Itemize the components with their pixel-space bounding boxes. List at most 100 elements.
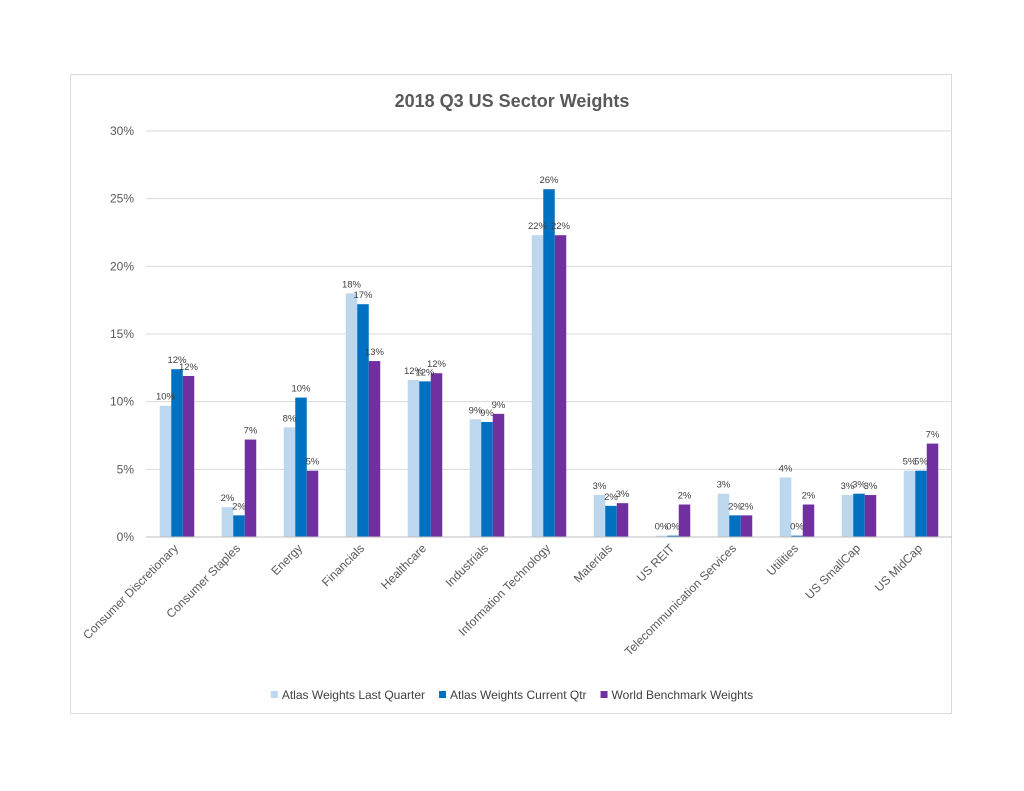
bar: [492, 413, 505, 537]
data-label: 3%: [717, 480, 731, 491]
x-category-label: Materials: [571, 541, 615, 585]
x-category-label: US SmallCap: [802, 541, 863, 602]
y-tick-label: 10%: [110, 395, 134, 409]
data-label: 5%: [914, 457, 928, 468]
bar: [616, 503, 629, 537]
bar: [221, 507, 234, 537]
bars: [159, 189, 939, 537]
data-label: 2%: [740, 501, 754, 512]
data-label: 12%: [415, 367, 435, 378]
x-category-label: US MidCap: [872, 541, 926, 595]
data-label: 26%: [539, 175, 559, 186]
data-label: 12%: [167, 355, 187, 366]
bar: [159, 405, 172, 537]
bar: [295, 397, 307, 537]
x-category-label: Healthcare: [378, 541, 429, 592]
y-tick-label: 15%: [110, 327, 134, 341]
x-category-label: Energy: [268, 541, 305, 578]
bar: [283, 427, 296, 537]
legend: Atlas Weights Last Quarter Atlas Weights …: [270, 688, 754, 702]
data-label: 17%: [353, 290, 373, 301]
data-label: 13%: [365, 347, 385, 358]
x-category-label: Telecommunication Services: [622, 541, 739, 658]
bar: [926, 443, 939, 537]
bar: [915, 470, 927, 537]
bar: [853, 493, 865, 537]
bar: [407, 380, 420, 537]
bar: [864, 495, 877, 537]
x-category-label: Consumer Discretionary: [80, 541, 181, 642]
data-label: 2%: [232, 501, 246, 512]
bar: [244, 439, 257, 537]
legend-swatch: [270, 691, 278, 698]
data-label: 22%: [528, 221, 548, 232]
bar: [357, 304, 369, 537]
bar: [171, 369, 183, 537]
bar: [655, 535, 668, 537]
y-tick-label: 0%: [117, 530, 135, 544]
data-label: 3%: [864, 481, 878, 492]
bar: [419, 381, 431, 537]
data-label: 5%: [306, 457, 320, 468]
bar: [678, 504, 691, 537]
bar: [481, 421, 493, 537]
data-label: 0%: [666, 522, 680, 533]
bar: [306, 470, 319, 537]
data-label: 3%: [841, 481, 855, 492]
data-label: 12%: [179, 362, 199, 373]
bar: [717, 493, 730, 537]
chart-title: 2018 Q3 US Sector Weights: [395, 91, 630, 111]
bar: [802, 504, 815, 537]
legend-swatch: [439, 691, 447, 698]
bar: [729, 515, 741, 537]
data-label: 22%: [551, 221, 571, 232]
data-label: 4%: [779, 463, 793, 474]
y-tick-label: 20%: [110, 259, 134, 273]
x-category-label: Industrials: [443, 541, 492, 590]
data-label: 5%: [903, 457, 917, 468]
legend-label: World Benchmark Weights: [612, 688, 754, 702]
data-label: 2%: [802, 491, 816, 502]
y-tick-label: 5%: [117, 462, 135, 476]
data-label: 18%: [342, 279, 362, 290]
data-label: 0%: [790, 522, 804, 533]
bar: [841, 495, 854, 537]
x-category-label: Financials: [319, 541, 367, 589]
bar: [531, 235, 544, 537]
data-label: 7%: [926, 430, 940, 441]
bar-chart: 2018 Q3 US Sector Weights 0% 5% 10% 15% 20% 2…: [80, 91, 952, 702]
y-tick-label: 30%: [110, 124, 134, 138]
data-label: 10%: [156, 392, 176, 403]
data-label: 2%: [728, 501, 742, 512]
bar: [430, 373, 443, 537]
bar: [605, 505, 617, 537]
data-label: 10%: [291, 384, 311, 395]
data-label: 2%: [221, 493, 235, 504]
chart-frame: 2018 Q3 US Sector Weights 0% 5% 10% 15% 20% 2…: [70, 74, 952, 714]
x-category-label: Utilities: [764, 541, 801, 578]
bar: [593, 495, 606, 537]
data-label: 3%: [593, 481, 607, 492]
data-label: 7%: [244, 426, 258, 437]
x-category-label: US REIT: [634, 541, 678, 585]
bar: [791, 535, 803, 537]
data-label: 0%: [655, 522, 669, 533]
data-labels: 10%12%12%2%2%7%8%10%5%18%17%13%12%12%12%…: [156, 175, 940, 532]
data-label: 12%: [404, 366, 424, 377]
legend-label: Atlas Weights Last Quarter: [282, 688, 425, 702]
data-label: 2%: [604, 492, 618, 503]
y-tick-label: 25%: [110, 192, 134, 206]
bar: [779, 477, 792, 537]
bar: [233, 515, 245, 537]
legend-swatch: [600, 691, 608, 698]
data-label: 9%: [469, 405, 483, 416]
data-label: 3%: [616, 489, 630, 500]
bar: [740, 515, 753, 537]
data-label: 9%: [492, 400, 506, 411]
data-label: 2%: [678, 491, 692, 502]
data-label: 9%: [480, 408, 494, 419]
bar: [345, 293, 358, 537]
data-label: 12%: [427, 359, 447, 370]
bar: [368, 361, 381, 537]
bar: [182, 375, 195, 537]
